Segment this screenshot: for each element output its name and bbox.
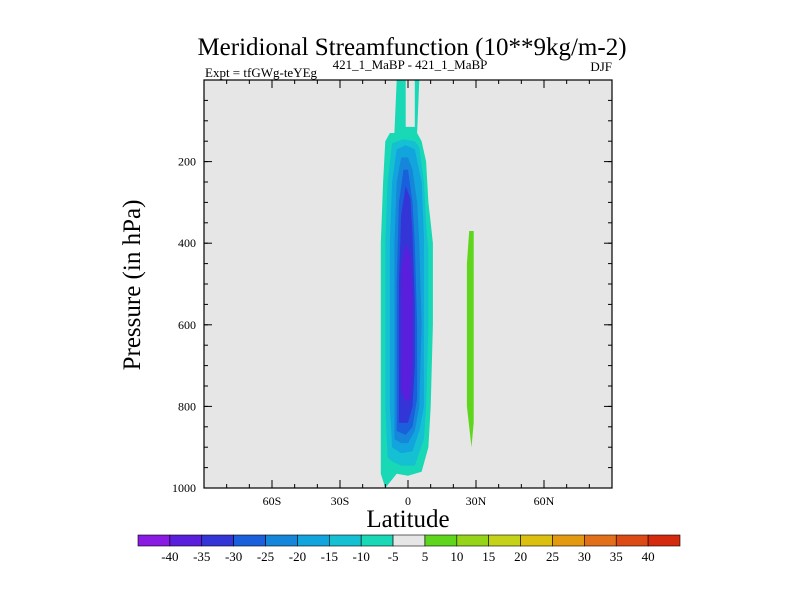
y-tick-label: 800 <box>178 399 196 413</box>
colorbar-swatch <box>360 534 394 547</box>
colorbar-swatch <box>456 534 490 547</box>
colorbar-swatch <box>169 534 203 547</box>
colorbar-label: 35 <box>610 549 623 564</box>
colorbar-label: -5 <box>388 549 399 564</box>
colorbar-swatch <box>552 534 585 547</box>
y-tick-label: 200 <box>178 155 196 169</box>
colorbar-label: -40 <box>161 549 178 564</box>
colorbar-swatch <box>265 534 298 547</box>
chart-title: Meridional Streamfunction (10**9kg/m-2) <box>197 34 626 61</box>
colorbar-swatch <box>201 534 234 547</box>
colorbar-label: -30 <box>225 549 242 564</box>
y-tick-label: 1000 <box>172 481 196 495</box>
colorbar-label: 10 <box>450 549 463 564</box>
x-axis-label: Latitude <box>366 506 449 533</box>
colorbar-swatch <box>328 534 362 547</box>
colorbar-swatch <box>424 534 458 547</box>
colorbar-swatch <box>584 534 617 547</box>
colorbar-label: 20 <box>514 549 527 564</box>
comparison-label: 421_1_MaBP - 421_1_MaBP <box>333 57 488 72</box>
colorbar-label: -35 <box>193 549 210 564</box>
colorbar-swatch <box>233 534 266 547</box>
colorbar-swatch <box>488 534 521 547</box>
colorbar-label: -10 <box>353 549 370 564</box>
y-tick-label: 600 <box>178 318 196 332</box>
colorbar-label: 30 <box>578 549 591 564</box>
colorbar-swatch <box>647 534 681 547</box>
colorbar-swatch <box>392 534 426 547</box>
colorbar-label: 40 <box>642 549 655 564</box>
x-tick-label: 0 <box>405 494 411 508</box>
colorbar: -40 -35 -30 -25 -20 -15 -10 -5 5 10 15 20 25 30 35 40 <box>137 534 681 564</box>
x-tick-label: 30N <box>466 494 487 508</box>
colorbar-swatch <box>297 534 330 547</box>
y-axis-label: Pressure (in hPa) <box>119 200 146 371</box>
axis-ticks: 60S 30S 0 30N 60N 200 400 600 800 1000 <box>172 80 612 508</box>
colorbar-label: 5 <box>422 549 429 564</box>
colorbar-swatch <box>615 534 649 547</box>
colorbar-label: -25 <box>257 549 274 564</box>
colorbar-swatch <box>137 534 171 547</box>
contour-layer <box>380 80 474 488</box>
contour-negative-cell-level-35 <box>401 243 413 403</box>
x-tick-label: 30S <box>331 494 350 508</box>
experiment-label: Expt = tfGWg-teYEg <box>205 65 318 80</box>
y-tick-label: 400 <box>178 236 196 250</box>
x-tick-label: 60N <box>534 494 555 508</box>
colorbar-label: 15 <box>482 549 495 564</box>
contour-positive-cell-level-10 <box>466 231 474 448</box>
x-tick-label: 60S <box>263 494 282 508</box>
colorbar-label: 25 <box>546 549 559 564</box>
colorbar-swatch <box>520 534 553 547</box>
colorbar-label: -20 <box>289 549 306 564</box>
colorbar-label: -15 <box>321 549 338 564</box>
season-label: DJF <box>590 59 612 74</box>
